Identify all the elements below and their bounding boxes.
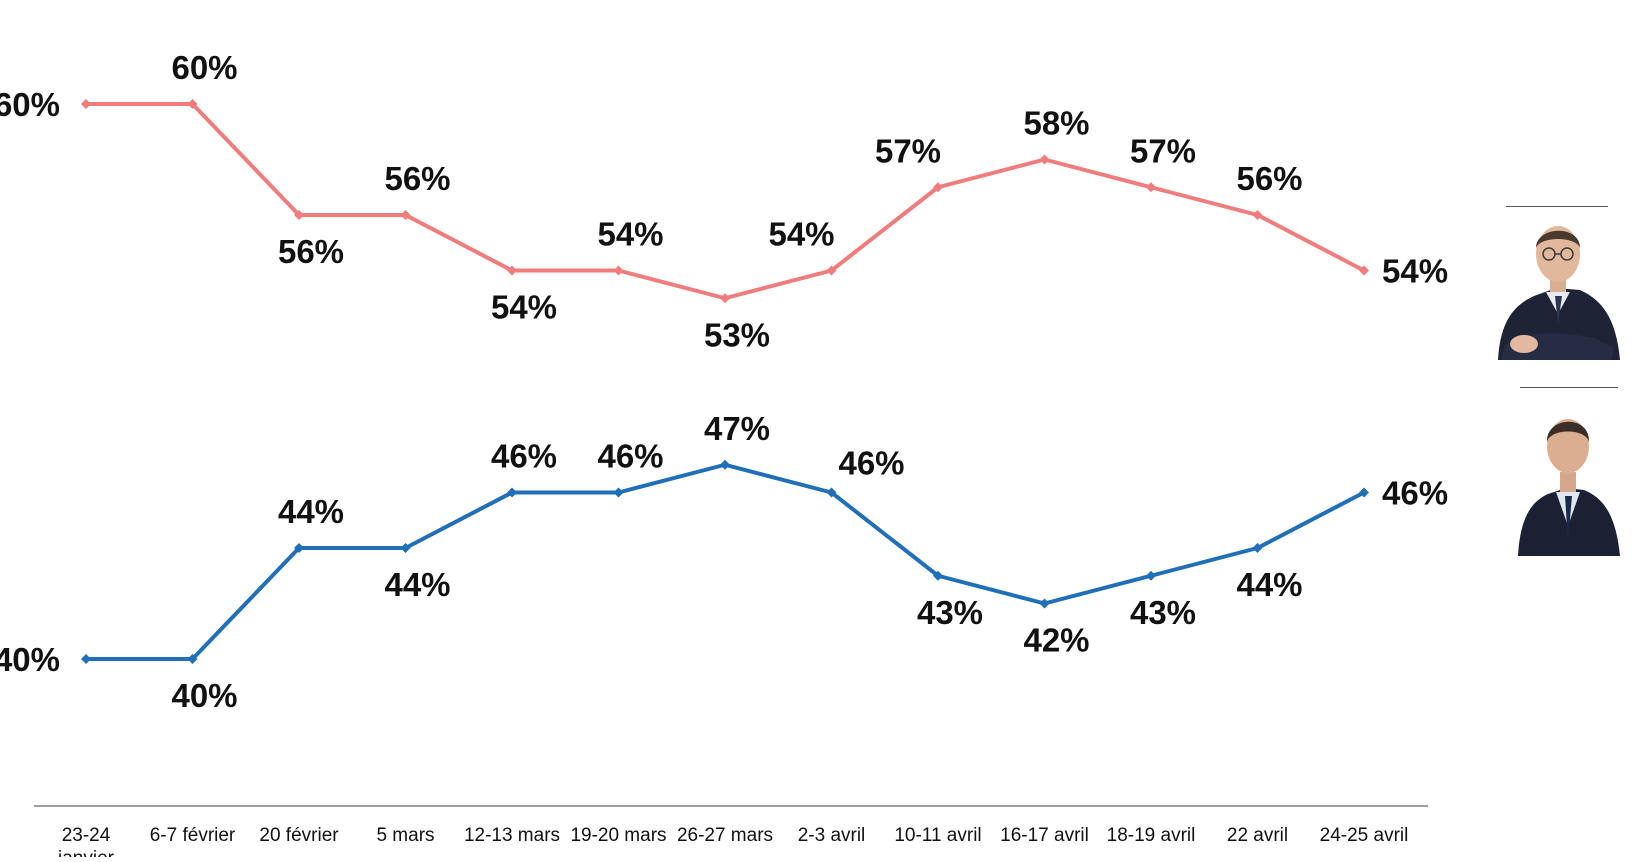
x-tick-label: 12-13 mars [464, 825, 560, 846]
data-point [720, 459, 730, 470]
data-point [1146, 182, 1156, 193]
x-tick-label: 16-17 avril [1000, 825, 1089, 846]
data-point [1359, 265, 1369, 276]
portrait-rule-bottom [1520, 387, 1618, 388]
data-label: 56% [384, 160, 450, 197]
data-label: 46% [491, 438, 557, 475]
data-label: 42% [1023, 622, 1089, 659]
data-point [1252, 210, 1263, 220]
data-label: 44% [1236, 566, 1302, 603]
data-label: 57% [1130, 132, 1196, 169]
data-point [613, 265, 624, 276]
data-point [826, 265, 837, 276]
data-label: 43% [917, 594, 983, 631]
data-label: 54% [597, 216, 663, 253]
x-tick-label: 24-25 avril [1320, 825, 1409, 846]
data-label: 54% [768, 216, 834, 253]
data-label: 58% [1023, 105, 1089, 142]
x-tick-label: 23-24janvier [57, 825, 115, 857]
data-label-layer: 60% 60% 56% 56% 54% 54% 53% 54% 57% 58% 57% 56% 54% 4… [0, 49, 1448, 714]
x-tick-layer: 23-24janvier 6-7 février 20 février 5 mars 1… [57, 825, 1409, 862]
data-label: 53% [704, 316, 770, 353]
portrait-rule-top [1506, 206, 1608, 207]
x-tick-label: 5 mars [376, 825, 434, 846]
series-2 [81, 459, 1369, 664]
data-point [81, 654, 91, 664]
series-layer [81, 99, 1369, 664]
data-label: 40% [171, 677, 237, 714]
data-point [507, 487, 517, 498]
data-point [826, 487, 837, 498]
data-point [294, 543, 304, 553]
data-label: 46% [838, 445, 904, 482]
data-label: 40% [0, 641, 60, 678]
data-label: 46% [597, 438, 663, 475]
data-point [933, 182, 943, 193]
data-label: 57% [875, 132, 941, 169]
data-point [933, 570, 943, 581]
data-label: 47% [704, 410, 770, 447]
x-tick-label: 18-19 avril [1107, 825, 1196, 846]
x-tick-label: 22 avril [1227, 825, 1288, 846]
data-label: 54% [491, 289, 557, 326]
data-point [1359, 487, 1369, 498]
data-point [507, 265, 517, 276]
data-point [81, 99, 91, 109]
x-tick-label: 20 février [259, 825, 339, 846]
data-point [400, 210, 411, 220]
data-label: 46% [1382, 475, 1448, 512]
data-label: 56% [1236, 160, 1302, 197]
data-label: 43% [1130, 594, 1196, 631]
x-tick-label: 6-7 février [150, 825, 236, 846]
data-point [1039, 598, 1050, 609]
x-tick-label: 26-27 mars [677, 825, 773, 846]
series-1 [81, 99, 1369, 304]
x-tick-label: 19-20 mars [570, 825, 666, 846]
candidate-portrait-hollande [1494, 214, 1624, 360]
data-point [1146, 570, 1156, 581]
x-tick-label: 2-3 avril [798, 825, 866, 846]
candidate-portrait-sarkozy [1516, 402, 1622, 556]
data-point [187, 99, 198, 109]
data-label: 60% [171, 49, 237, 86]
data-point [613, 487, 624, 498]
data-point [1252, 543, 1263, 553]
data-label: 44% [278, 493, 344, 530]
data-point [1039, 154, 1050, 165]
x-tick-label: 10-11 avril [894, 825, 981, 846]
data-label: 56% [278, 233, 344, 270]
data-label: 54% [1382, 253, 1448, 290]
data-point [294, 210, 304, 220]
data-point [400, 543, 411, 553]
data-label: 44% [384, 566, 450, 603]
data-point [187, 654, 198, 664]
data-point [720, 293, 730, 304]
data-label: 60% [0, 86, 60, 123]
